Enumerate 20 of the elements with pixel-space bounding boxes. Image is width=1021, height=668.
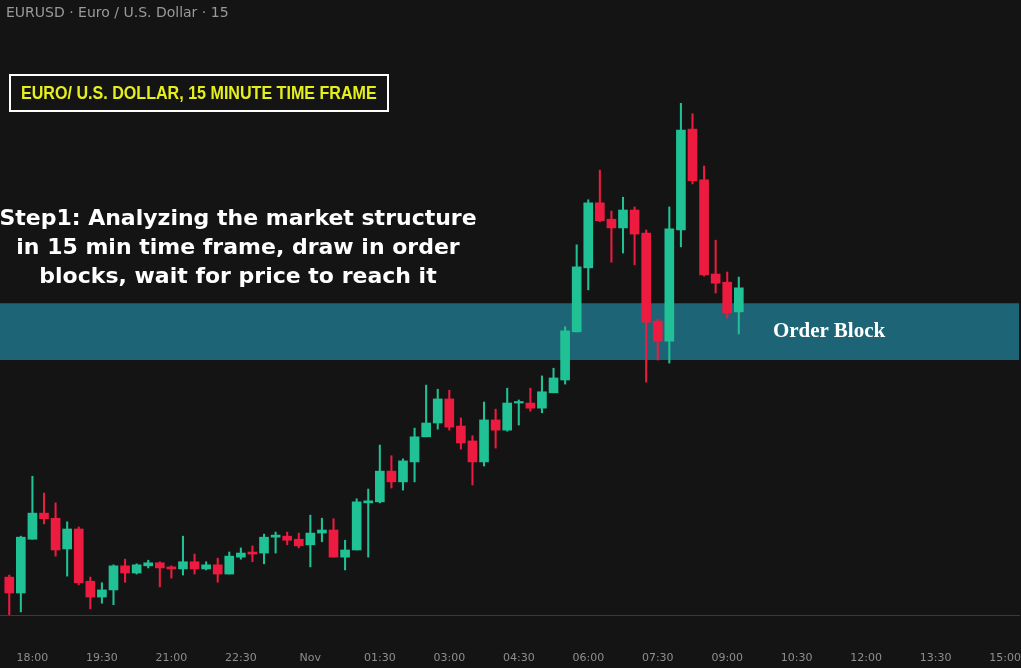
x-tick-label: 09:00 <box>711 651 744 665</box>
x-tick-label: 07:30 <box>641 651 674 665</box>
x-tick-label: 12:00 <box>850 651 883 665</box>
x-tick-label: 18:00 <box>16 651 49 665</box>
band-label: Order Block <box>772 318 886 343</box>
x-tick-label: 01:30 <box>363 651 396 665</box>
annotation: Step1: Analyzing the market structure in 15 min time frame, draw in order blocks, wait for price to reach it <box>0 204 477 288</box>
x-tick-label: 04:30 <box>502 651 535 665</box>
chart-subtitle: EURO/ U.S. DOLLAR, 15 MINUTE TIME FRAME <box>21 83 377 104</box>
x-tick-label: 21:00 <box>155 651 188 665</box>
x-tick-label: 22:30 <box>225 651 257 665</box>
x-tick-label: 06:00 <box>572 651 605 665</box>
x-tick-label: 10:30 <box>780 651 813 665</box>
x-tick-label: 13:30 <box>919 651 952 665</box>
x-tick-label: 15:00 <box>989 651 1021 665</box>
x-tick-label: Nov <box>299 651 322 665</box>
chart-title: EURUSD · Euro / U.S. Dollar · 15 <box>6 3 229 20</box>
x-tick-label: 19:30 <box>86 651 118 665</box>
x-tick-label: 03:00 <box>433 651 466 665</box>
candlestick <box>363 488 374 558</box>
